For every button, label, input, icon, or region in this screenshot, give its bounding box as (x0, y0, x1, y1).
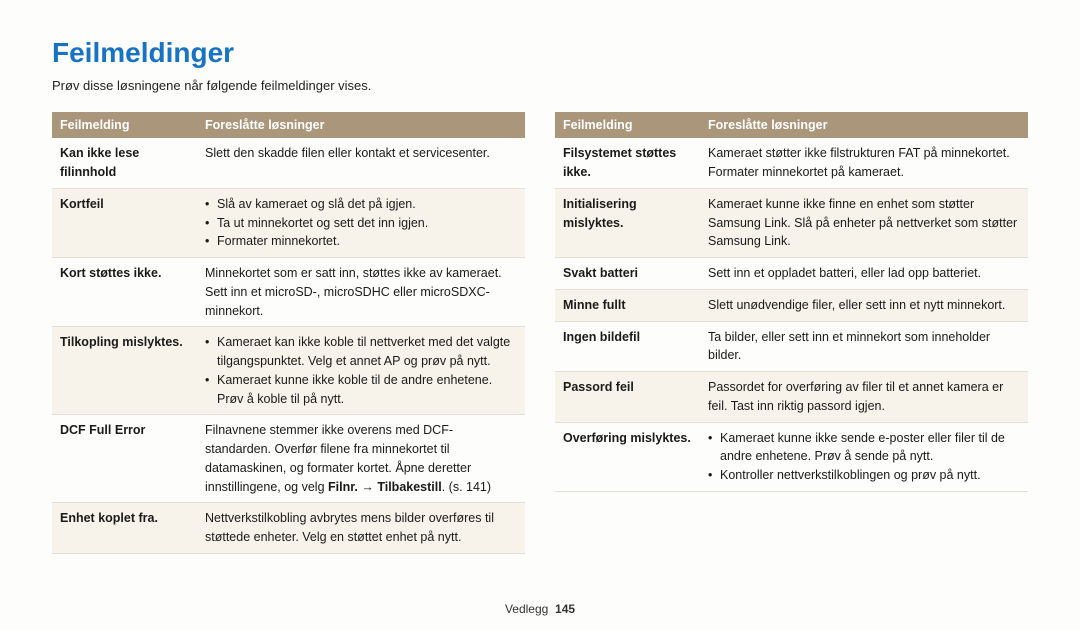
error-label: Passord feil (555, 372, 700, 423)
table-row: Passord feilPassordet for overføring av … (555, 372, 1028, 423)
bullet-item: Kameraet kunne ikke sende e-poster eller… (708, 429, 1020, 467)
bullet-item: Ta ut minnekortet og sett det inn igjen. (205, 214, 517, 233)
subtitle-text: Prøv disse løsningene når følgende feilm… (52, 76, 1028, 96)
table-row: Kort støttes ikke.Minnekortet som er sat… (52, 258, 525, 327)
error-solution: Sett inn et oppladet batteri, eller lad … (700, 258, 1028, 290)
footer-page: 145 (555, 602, 575, 616)
th-solution: Foreslåtte løsninger (197, 112, 525, 139)
bullet-item: Kameraet kan ikke koble til nettverket m… (205, 333, 517, 371)
error-label: Overføring mislyktes. (555, 422, 700, 491)
error-solution: Filnavnene stemmer ikke overens med DCF-… (197, 415, 525, 503)
error-label: Kort støttes ikke. (52, 258, 197, 327)
error-label: DCF Full Error (52, 415, 197, 503)
error-table-right: Feilmelding Foreslåtte løsninger Filsyst… (555, 112, 1028, 492)
error-solution: Nettverkstilkobling avbrytes mens bilder… (197, 503, 525, 554)
table-row: Initialisering mislyktes.Kameraet kunne … (555, 188, 1028, 257)
error-solution: Ta bilder, eller sett inn et minnekort s… (700, 321, 1028, 372)
table-row: Tilkopling mislyktes.Kameraet kan ikke k… (52, 327, 525, 415)
bullet-item: Formater minnekortet. (205, 232, 517, 251)
error-label: Ingen bildefil (555, 321, 700, 372)
error-solution: Slett den skadde filen eller kontakt et … (197, 138, 525, 188)
error-label: Initialisering mislyktes. (555, 188, 700, 257)
error-label: Filsystemet støttes ikke. (555, 138, 700, 188)
error-solution: Slett unødvendige filer, eller sett inn … (700, 289, 1028, 321)
error-label: Minne fullt (555, 289, 700, 321)
error-label: Enhet koplet fra. (52, 503, 197, 554)
table-row: KortfeilSlå av kameraet og slå det på ig… (52, 188, 525, 257)
th-error: Feilmelding (555, 112, 700, 139)
footer-section: Vedlegg (505, 602, 548, 616)
th-error: Feilmelding (52, 112, 197, 139)
bullet-item: Kontroller nettverkstilkoblingen og prøv… (708, 466, 1020, 485)
bullet-item: Slå av kameraet og slå det på igjen. (205, 195, 517, 214)
bullet-item: Kameraet kunne ikke koble til de andre e… (205, 371, 517, 409)
error-label: Kortfeil (52, 188, 197, 257)
error-solution: Kameraet kunne ikke finne en enhet som s… (700, 188, 1028, 257)
error-label: Svakt batteri (555, 258, 700, 290)
error-label: Tilkopling mislyktes. (52, 327, 197, 415)
error-solution: Slå av kameraet og slå det på igjen.Ta u… (197, 188, 525, 257)
table-row: Enhet koplet fra.Nettverkstilkobling avb… (52, 503, 525, 554)
table-row: Filsystemet støttes ikke.Kameraet støtte… (555, 138, 1028, 188)
error-solution: Kameraet kan ikke koble til nettverket m… (197, 327, 525, 415)
error-label: Kan ikke lese filinnhold (52, 138, 197, 188)
page-title: Feilmeldinger (52, 32, 1028, 74)
page-footer: Vedlegg 145 (0, 600, 1080, 618)
table-row: DCF Full ErrorFilnavnene stemmer ikke ov… (52, 415, 525, 503)
th-solution: Foreslåtte løsninger (700, 112, 1028, 139)
table-row: Overføring mislyktes.Kameraet kunne ikke… (555, 422, 1028, 491)
error-solution: Minnekortet som er satt inn, støttes ikk… (197, 258, 525, 327)
error-solution: Passordet for overføring av filer til et… (700, 372, 1028, 423)
error-solution: Kameraet støtter ikke filstrukturen FAT … (700, 138, 1028, 188)
table-row: Svakt batteriSett inn et oppladet batter… (555, 258, 1028, 290)
table-row: Minne fulltSlett unødvendige filer, elle… (555, 289, 1028, 321)
table-row: Ingen bildefilTa bilder, eller sett inn … (555, 321, 1028, 372)
error-table-left: Feilmelding Foreslåtte løsninger Kan ikk… (52, 112, 525, 554)
error-solution: Kameraet kunne ikke sende e-poster eller… (700, 422, 1028, 491)
table-row: Kan ikke lese filinnholdSlett den skadde… (52, 138, 525, 188)
